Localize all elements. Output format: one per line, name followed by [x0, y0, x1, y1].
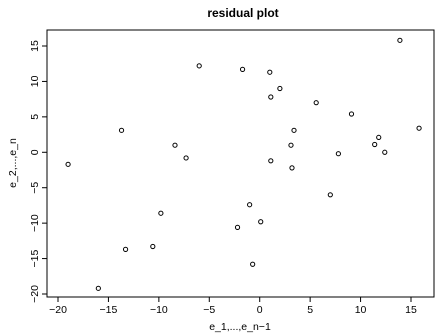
- data-point: [348, 111, 355, 117]
- x-axis-label: e_1,...,e_n−1: [209, 321, 271, 333]
- x-tick-label: 0: [257, 304, 263, 316]
- data-point: [239, 66, 246, 72]
- x-tick-label: −10: [150, 304, 168, 316]
- axes: −20 −15 −10 −5 0 5 10 15 −20 −15 −10 −5 0 5 10 15: [29, 40, 417, 316]
- data-point: [158, 210, 164, 216]
- x-tick-label: 15: [405, 304, 417, 316]
- data-point: [183, 155, 189, 161]
- data-point: [267, 69, 273, 75]
- data-point: [118, 127, 125, 133]
- data-point: [313, 100, 319, 106]
- y-tick-label: 0: [29, 149, 41, 155]
- y-tick-label: −20: [29, 285, 41, 303]
- x-tick-label: −15: [100, 304, 118, 316]
- y-tick-label: −5: [29, 182, 41, 194]
- data-point: [335, 151, 341, 157]
- x-tick-label: 10: [355, 304, 367, 316]
- data-point: [277, 85, 283, 92]
- x-tick-label: −20: [49, 304, 67, 316]
- x-tick-label: 5: [307, 304, 313, 316]
- data-point: [250, 261, 256, 267]
- data-point: [95, 285, 101, 291]
- data-points: [65, 37, 422, 291]
- y-tick-label: 15: [29, 40, 41, 52]
- data-point: [268, 94, 274, 100]
- data-point: [268, 158, 274, 164]
- data-point: [397, 37, 403, 43]
- plot-frame: [46, 29, 435, 298]
- y-tick-label: 10: [29, 75, 41, 87]
- data-point: [382, 149, 388, 155]
- data-point: [65, 161, 71, 167]
- data-point: [291, 127, 297, 133]
- data-point: [122, 246, 129, 252]
- y-tick-label: 5: [29, 114, 41, 120]
- data-point: [372, 141, 378, 148]
- y-tick-label: −10: [29, 214, 41, 232]
- data-point: [172, 142, 178, 148]
- data-point: [327, 192, 333, 198]
- data-point: [288, 142, 294, 148]
- data-point: [196, 63, 202, 69]
- data-point: [376, 134, 382, 141]
- data-point: [289, 165, 295, 171]
- x-tick-label: −5: [203, 304, 215, 316]
- data-point: [234, 224, 241, 230]
- y-tick-label: −15: [29, 250, 41, 268]
- data-point: [258, 219, 264, 225]
- data-point: [247, 202, 253, 208]
- data-point: [150, 243, 156, 250]
- data-point: [416, 125, 422, 131]
- y-axis-label: e_2,...,e_n: [7, 138, 19, 188]
- chart-title: residual plot: [207, 6, 278, 20]
